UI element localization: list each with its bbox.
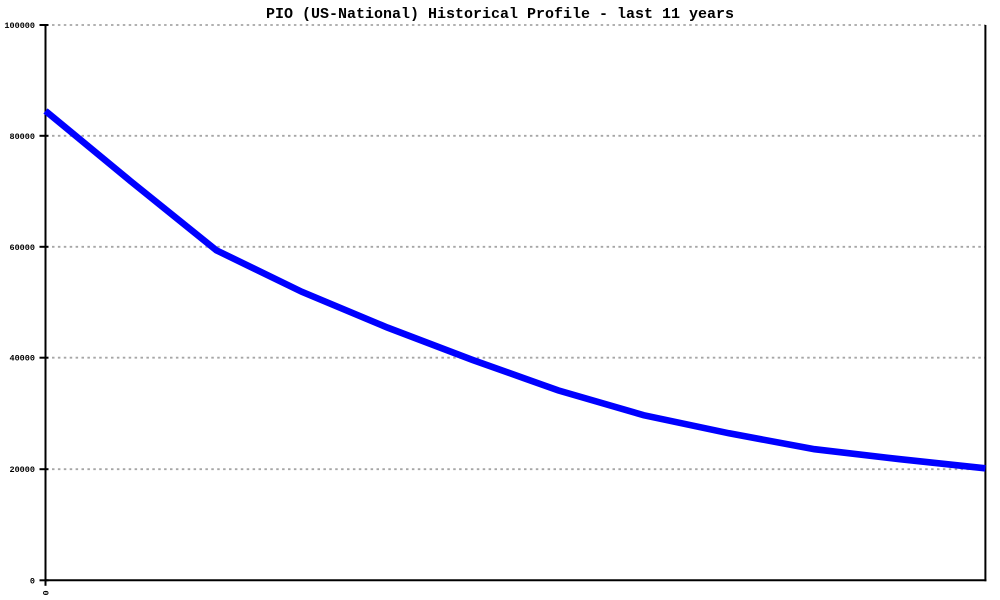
svg-text:40000: 40000 bbox=[9, 354, 35, 364]
svg-text:0: 0 bbox=[30, 576, 35, 586]
svg-text:60000: 60000 bbox=[9, 243, 35, 253]
svg-text:PIO (US-National) Historical P: PIO (US-National) Historical Profile - l… bbox=[266, 6, 734, 23]
svg-text:80000: 80000 bbox=[9, 132, 35, 142]
svg-text:20000: 20000 bbox=[9, 465, 35, 475]
svg-text:100000: 100000 bbox=[4, 21, 35, 31]
svg-text:0: 0 bbox=[40, 590, 50, 595]
